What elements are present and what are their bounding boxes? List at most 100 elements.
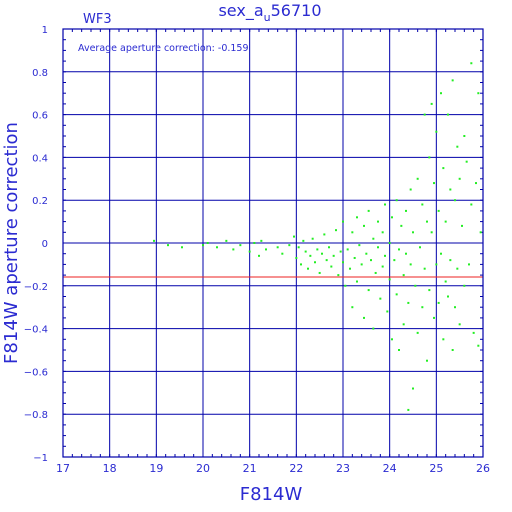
data-point xyxy=(407,408,410,411)
data-point xyxy=(384,254,386,257)
data-point xyxy=(428,289,431,292)
data-point xyxy=(477,344,480,347)
chart-title: sex_au56710 xyxy=(218,1,321,24)
data-point xyxy=(295,256,298,259)
data-point xyxy=(325,259,328,262)
data-point xyxy=(454,199,456,202)
data-point xyxy=(318,271,321,274)
data-point xyxy=(426,359,428,362)
data-point xyxy=(451,349,454,351)
x-tick-label: 24 xyxy=(383,462,397,475)
data-point xyxy=(323,233,326,236)
data-point xyxy=(470,62,473,65)
data-point xyxy=(202,244,204,247)
data-point xyxy=(265,248,267,251)
data-point xyxy=(276,246,279,249)
data-point xyxy=(353,256,356,259)
data-point xyxy=(447,295,449,298)
data-point xyxy=(330,265,333,268)
x-tick-label: 26 xyxy=(476,462,490,475)
data-point xyxy=(440,92,442,95)
data-point xyxy=(344,284,347,287)
data-point xyxy=(409,263,412,266)
y-tick-label: 0.8 xyxy=(32,68,48,79)
data-point xyxy=(426,220,428,223)
data-point xyxy=(328,246,330,249)
data-point xyxy=(384,203,386,206)
average-annotation: Average aperture correction: -0.159 xyxy=(78,43,249,54)
x-tick-label: 25 xyxy=(429,462,443,475)
data-point xyxy=(388,278,391,281)
data-point xyxy=(302,239,305,242)
data-point xyxy=(470,203,473,206)
data-point xyxy=(421,306,424,309)
data-point xyxy=(451,79,454,82)
x-axis-label: F814W xyxy=(240,484,303,505)
data-point xyxy=(216,246,218,249)
data-point xyxy=(363,316,365,319)
y-tick-label: 0 xyxy=(42,239,48,250)
data-point xyxy=(412,231,414,234)
data-point xyxy=(405,209,407,212)
data-point xyxy=(351,231,354,234)
y-tick-label: −1 xyxy=(33,453,48,464)
data-point xyxy=(281,252,284,255)
data-point xyxy=(293,235,295,238)
data-point xyxy=(260,239,263,242)
data-point xyxy=(253,242,256,244)
data-point xyxy=(388,242,391,244)
y-tick-labels: −1 −0.8 −0.6 −0.4 −0.2 0 0.2 0.4 0.6 0.8 1 xyxy=(24,25,48,464)
chart-grid xyxy=(62,28,484,458)
data-point xyxy=(456,145,459,148)
data-point xyxy=(358,244,361,247)
data-point xyxy=(391,338,393,341)
data-point xyxy=(402,323,405,326)
x-tick-label: 21 xyxy=(243,462,257,475)
data-point xyxy=(153,239,155,242)
data-point xyxy=(440,252,442,255)
y-tick-label: 1 xyxy=(42,25,48,36)
data-point xyxy=(304,250,307,253)
data-point xyxy=(374,271,377,274)
data-point xyxy=(419,246,421,249)
data-point xyxy=(181,246,183,249)
y-tick-label: −0.8 xyxy=(24,410,48,421)
x-tick-label: 20 xyxy=(196,462,210,475)
data-point xyxy=(416,177,419,180)
data-point xyxy=(337,274,340,277)
data-point xyxy=(398,349,400,351)
data-point xyxy=(458,177,461,180)
data-point xyxy=(468,263,470,266)
chip-label: WF3 xyxy=(83,12,112,27)
data-point xyxy=(442,338,445,341)
data-point xyxy=(309,254,312,257)
data-point xyxy=(297,246,300,249)
data-point xyxy=(372,327,375,330)
data-point xyxy=(372,237,375,240)
y-tick-label: −0.4 xyxy=(24,325,48,336)
y-axis-label: F814W aperture correction xyxy=(1,122,22,364)
data-point xyxy=(430,231,433,234)
data-point xyxy=(402,274,405,277)
data-point xyxy=(351,306,354,309)
data-point xyxy=(258,254,260,257)
y-tick-label: 0.4 xyxy=(32,153,48,164)
data-point xyxy=(398,248,400,251)
data-point xyxy=(395,293,398,296)
data-point xyxy=(437,301,440,304)
data-point xyxy=(288,244,291,247)
data-point xyxy=(377,220,379,223)
data-point xyxy=(428,156,431,159)
data-point xyxy=(307,267,309,270)
data-point xyxy=(346,248,349,251)
data-point xyxy=(391,216,393,219)
x-tick-label: 22 xyxy=(289,462,303,475)
data-point xyxy=(458,323,461,326)
y-tick-label: 0.6 xyxy=(32,111,48,122)
data-point xyxy=(339,250,342,253)
data-point xyxy=(321,252,323,255)
data-point xyxy=(454,306,456,309)
data-point xyxy=(449,188,452,191)
data-point xyxy=(377,246,379,249)
